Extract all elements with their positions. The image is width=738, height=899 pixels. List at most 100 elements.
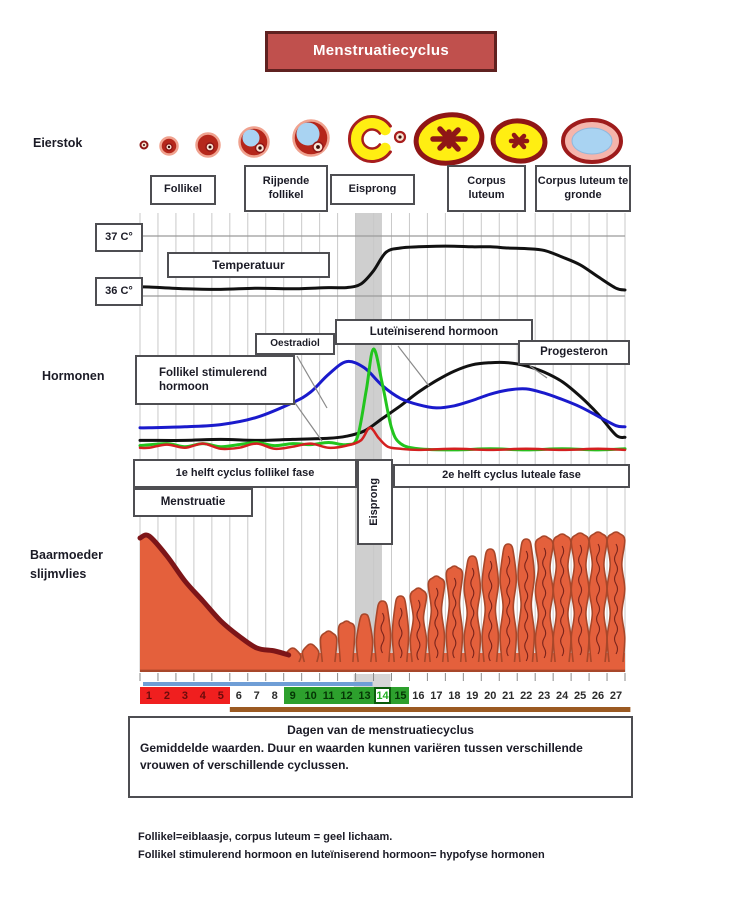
stage-label-eisprong: Eisprong: [330, 174, 415, 205]
label-pointer-lines: [294, 345, 548, 442]
lh-curve-label: Luteïniserend hormoon: [335, 319, 533, 345]
endometrium-gland: [607, 532, 625, 670]
day-cell-14: 14: [373, 687, 392, 704]
day-cell-19: 19: [466, 689, 479, 702]
gland-squiggle: [452, 577, 457, 659]
progesteron-curve: [138, 360, 627, 442]
cycle-length-bar: [229, 707, 631, 712]
stage-label-follikel: Follikel: [150, 175, 216, 205]
day-ruler-ticks: [139, 673, 626, 681]
endometrium-gland: [302, 644, 319, 670]
day-cell-10: 10: [301, 687, 320, 704]
oestradiol-curve: [138, 359, 627, 430]
day-cell-12: 12: [337, 687, 356, 704]
day-cell-21: 21: [502, 689, 515, 702]
gland-squiggle: [613, 543, 619, 655]
temperature-curve: [138, 244, 627, 292]
gland-squiggle: [416, 599, 421, 661]
fsh-curve-label: Follikel stimulerend hormoon: [135, 355, 295, 405]
gland-squiggle: [398, 607, 403, 659]
gland-squiggle: [524, 550, 529, 662]
progesteron-curve-label: Progesteron: [518, 340, 630, 365]
ovary-section-label: Eierstok: [33, 136, 83, 150]
day-cell-23: 23: [538, 689, 551, 702]
endometrium-gland: [535, 536, 554, 670]
day-cell-4: 4: [193, 687, 212, 704]
day-cell-5: 5: [211, 687, 230, 704]
endometrium-gland: [571, 533, 589, 670]
endometrium-gland: [518, 539, 535, 670]
fsh-curve: [138, 426, 627, 452]
gland-squiggle: [560, 545, 565, 657]
day-cell-9: 9: [283, 687, 302, 704]
info-box-title: Dagen van de menstruatiecyclus: [287, 723, 474, 737]
endometrium-gland: [356, 614, 373, 670]
day-cell-26: 26: [591, 689, 605, 702]
endometrium-gland: [553, 534, 571, 670]
day-cell-7: 7: [253, 689, 260, 702]
day-cell-22: 22: [520, 689, 533, 702]
phase-label-menstruation: Menstruatie: [133, 488, 253, 517]
day-cell-15: 15: [391, 687, 410, 704]
stage-label-rijpende-follikel: Rijpende follikel: [244, 165, 328, 212]
stage-label-corpus-luteum: Corpus luteum: [447, 165, 526, 212]
menstruation-edge: [137, 532, 292, 658]
info-box: Dagen van de menstruatiecyclus Gemiddeld…: [128, 716, 633, 798]
footnote-line-1: Follikel=eiblaasje, corpus luteum = geel…: [138, 831, 393, 843]
gland-squiggle: [542, 547, 547, 659]
day-cell-6: 6: [235, 689, 242, 702]
follicular-phase-bar: [143, 682, 373, 686]
menstruation-wedge: [140, 535, 289, 671]
footnotes: Follikel=eiblaasje, corpus luteum = geel…: [138, 828, 545, 864]
gland-squiggle: [380, 612, 385, 654]
phase-label-ovulation-text: Eisprong: [368, 478, 381, 526]
gland-squiggle: [506, 555, 511, 657]
endometrium-gland: [320, 631, 337, 670]
phase-label-luteal: 2e helft cyclus luteale fase: [393, 464, 630, 488]
info-box-body: Gemiddelde waarden. Duur en waarden kunn…: [140, 741, 583, 773]
day-cell-2: 2: [157, 687, 176, 704]
endometrium-section-label: Baarmoeder slijmvlies: [30, 548, 103, 581]
page-title: Menstruatiecyclus: [265, 31, 497, 72]
hormones-section-label: Hormonen: [42, 369, 105, 383]
temperature-tick-36: 36 C°: [95, 277, 143, 306]
endometrium-gland: [428, 576, 445, 670]
day-cell-27: 27: [609, 689, 623, 702]
day-cell-20: 20: [484, 689, 497, 702]
day-cell-13: 13: [355, 687, 374, 704]
temperature-curve-label: Temperatuur: [167, 252, 330, 278]
phase-label-ovulation: Eisprong: [357, 459, 393, 545]
stage-label-corpus-luteum-te-gronde: Corpus luteum te gronde: [535, 165, 631, 212]
page-title-text: Menstruatiecyclus: [313, 42, 449, 60]
gland-squiggle: [470, 567, 475, 659]
day-cell-16: 16: [412, 689, 425, 702]
day-cell-3: 3: [175, 687, 194, 704]
day-cell-17: 17: [430, 689, 443, 702]
endometrium-gland: [464, 556, 481, 670]
gland-squiggle: [488, 560, 493, 662]
temperature-tick-37: 37 C°: [95, 223, 143, 252]
ovulation-burst-icon: [350, 117, 391, 161]
day-cell-18: 18: [448, 689, 461, 702]
ovary-stage-graphics: [139, 112, 623, 166]
endometrium-area: [137, 531, 626, 672]
day-cell-25: 25: [573, 689, 587, 702]
footnote-line-2: Follikel stimulerend hormoon en luteïnis…: [138, 849, 545, 862]
endometrium-gland: [374, 601, 391, 670]
oestradiol-curve-label: Oestradiol: [255, 333, 335, 355]
endometrium-gland: [338, 621, 355, 670]
gland-squiggle: [434, 587, 439, 659]
gland-squiggle: [578, 544, 583, 656]
day-number-row: 1 2 3 4 5 6 7 8 9 10 11 12 13 14 15 16 17 18 19 20 21 22 23 24 2…: [140, 687, 626, 705]
phase-label-follicular: 1e helft cyclus follikel fase: [133, 459, 357, 488]
day-cell-8: 8: [271, 689, 278, 702]
gland-squiggle: [596, 543, 601, 655]
endometrium-gland: [392, 596, 409, 670]
day-cell-1: 1: [140, 687, 158, 704]
day-cell-24: 24: [555, 689, 569, 702]
day-cell-11: 11: [319, 687, 338, 704]
endometrium-gland: [589, 532, 607, 670]
endometrium-gland: [482, 549, 499, 670]
